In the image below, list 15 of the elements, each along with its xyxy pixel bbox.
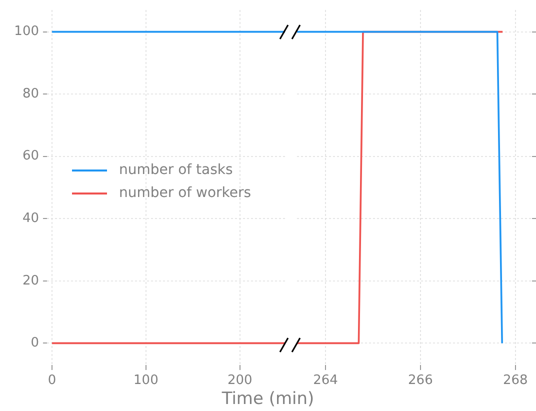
- x-tick-label: 268: [502, 373, 528, 388]
- y-tick-label: 100: [14, 24, 39, 40]
- legend-label: number of tasks: [119, 162, 233, 178]
- x-tick-label: 100: [134, 373, 158, 388]
- y-tick-label: 80: [22, 86, 39, 102]
- x-tick-label: 266: [408, 373, 433, 388]
- y-tick-label: 40: [22, 211, 39, 226]
- y-tick-label: 20: [22, 273, 39, 288]
- y-tick-label: 60: [22, 148, 39, 164]
- x-axis-title: Time (min): [220, 389, 316, 409]
- x-tick-label: 264: [313, 373, 338, 388]
- x-tick-label: 200: [227, 373, 252, 388]
- x-tick-label: 0: [48, 373, 56, 388]
- y-tick-label: 0: [30, 336, 39, 351]
- legend-label: number of workers: [119, 185, 252, 202]
